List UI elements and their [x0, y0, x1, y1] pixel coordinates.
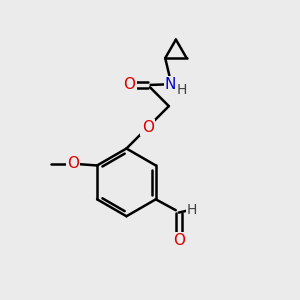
Text: O: O — [173, 233, 185, 248]
Text: O: O — [142, 120, 154, 135]
Text: O: O — [67, 157, 79, 172]
Text: H: H — [187, 203, 197, 217]
Text: O: O — [123, 77, 135, 92]
Text: N: N — [165, 77, 176, 92]
Text: H: H — [177, 82, 187, 97]
